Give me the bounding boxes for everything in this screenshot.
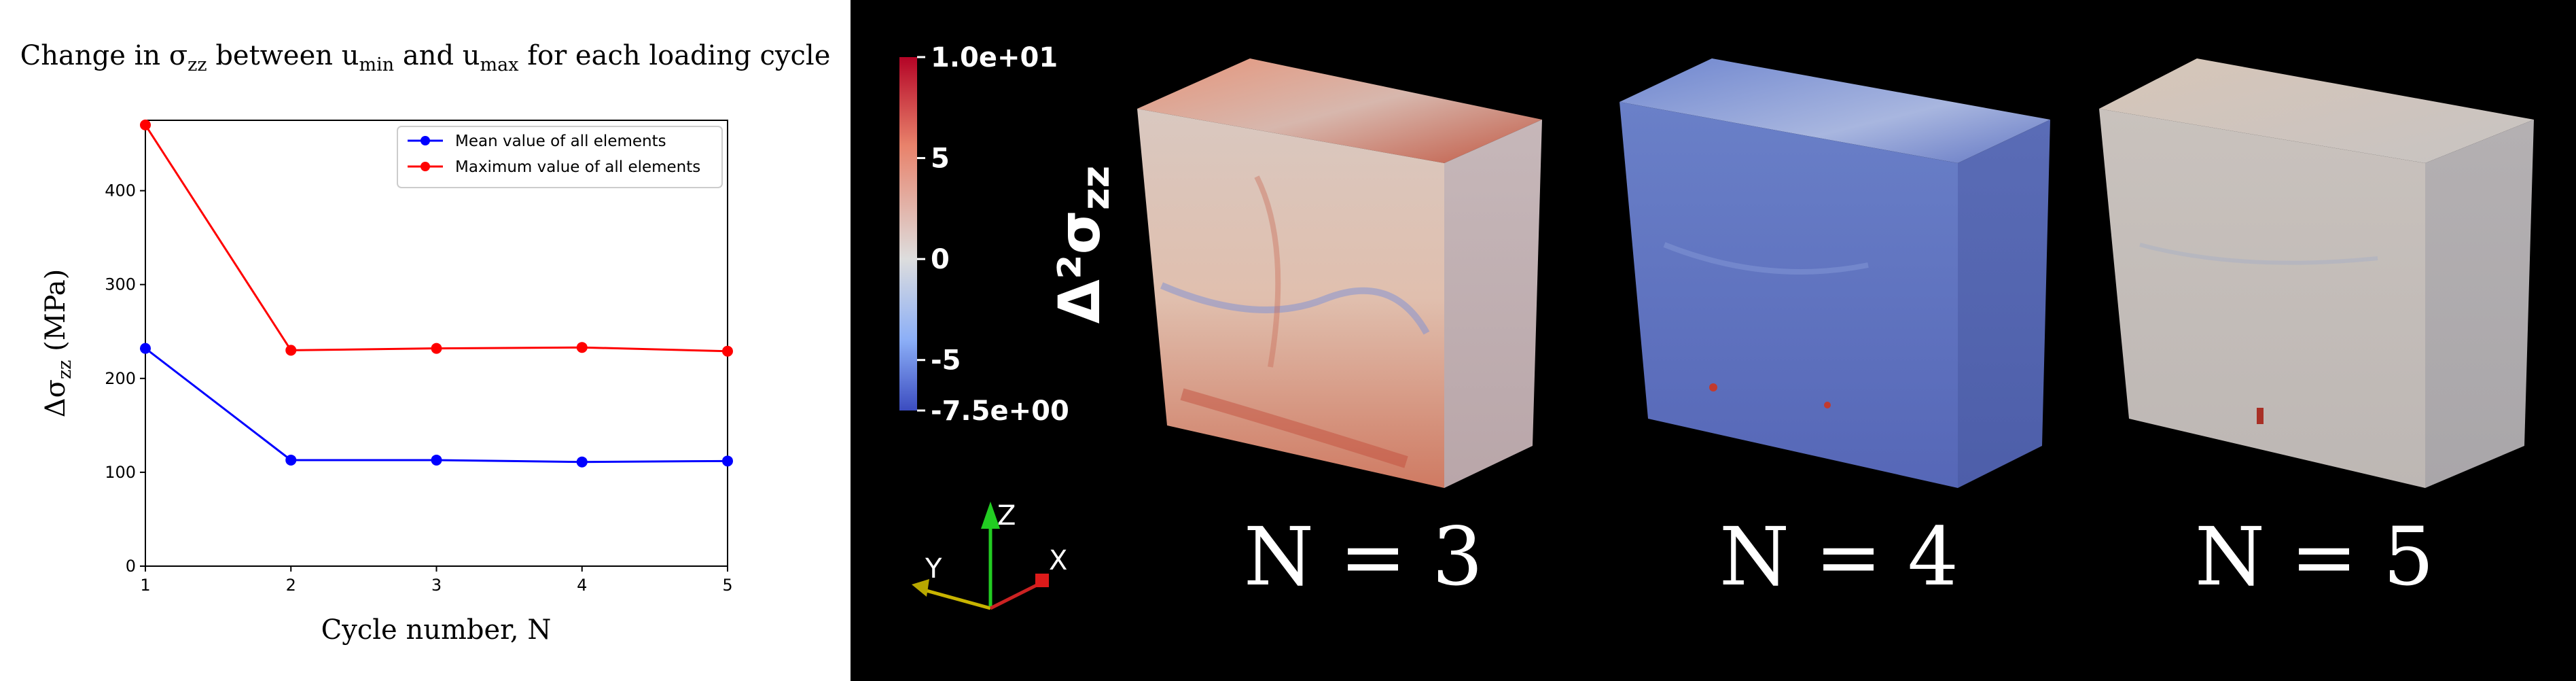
y-tick-label: 200 — [105, 369, 136, 388]
x-axis-arrow — [1035, 574, 1049, 587]
cube-n3-front — [1137, 109, 1444, 488]
x-tick-label: 4 — [577, 576, 587, 595]
cube-n4-top — [1620, 58, 2050, 163]
series-point — [722, 345, 733, 357]
z-axis-arrow — [981, 502, 1000, 529]
y-axis-orient-label: Y — [925, 553, 942, 584]
cube-n4 — [1620, 58, 2050, 488]
colorbar: 5 0 -5 1.0e+01 -7.5e+00 Δ²σzz — [899, 42, 1118, 421]
series-layer — [140, 119, 733, 468]
colorbar-min-label: -7.5e+00 — [931, 396, 1069, 421]
x-tick-label: 1 — [140, 576, 150, 595]
label-n3: N = 3 — [1243, 510, 1484, 604]
colorbar-title: Δ²σzz — [1046, 166, 1118, 324]
x-tick-label: 2 — [286, 576, 296, 595]
cube-n5-front — [2099, 109, 2425, 488]
cube-n5-side — [2425, 120, 2534, 488]
y-axis-arrow — [912, 579, 929, 597]
colorbar-gradient — [899, 57, 917, 411]
colorbar-max-label: 1.0e+01 — [931, 42, 1058, 73]
colorbar-tick-label: 0 — [931, 244, 950, 275]
colorbar-tick-label: 5 — [931, 143, 950, 175]
cube-n3-top — [1137, 58, 1542, 163]
colorbar-ticks: 5 0 -5 — [917, 56, 961, 412]
line-chart: Change in σzz between umin and umax for … — [20, 40, 831, 646]
legend-box — [397, 126, 723, 188]
legend: Mean value of all elements Maximum value… — [397, 126, 723, 188]
cube-n5-top — [2099, 58, 2534, 163]
chart-title: Change in σzz between umin and umax for … — [20, 40, 831, 75]
series-point — [431, 454, 442, 466]
x-axis: 1 2 3 4 5 — [140, 566, 733, 595]
y-tick-label: 400 — [105, 181, 136, 200]
x-axis-orient-label: X — [1049, 545, 1067, 576]
cube-renders — [1137, 58, 2534, 488]
legend-max-label: Maximum value of all elements — [455, 158, 700, 176]
legend-mean-label: Mean value of all elements — [455, 133, 666, 150]
cube-n3-side — [1444, 120, 1542, 488]
cube-n5 — [2099, 58, 2534, 488]
x-tick-label: 5 — [722, 576, 732, 595]
y-tick-label: 300 — [105, 275, 136, 294]
cube-n3 — [1137, 58, 1542, 488]
series-line-0 — [145, 347, 728, 464]
series-point — [285, 454, 297, 466]
series-point — [576, 342, 588, 353]
chart-panel: Change in σzz between umin and umax for … — [0, 0, 851, 681]
x-axis-label: Cycle number, N — [321, 614, 552, 646]
cube-n4-side — [1958, 120, 2050, 488]
colorbar-tick-label: -5 — [931, 345, 961, 377]
series-point — [285, 345, 297, 356]
legend-mean-marker — [421, 136, 430, 145]
series-point — [431, 343, 442, 354]
legend-max-marker — [421, 162, 430, 171]
cube-n4-front — [1620, 102, 1958, 488]
y-tick-label: 100 — [105, 463, 136, 482]
orientation-axes: Z Y X — [912, 500, 1067, 610]
x-tick-label: 3 — [431, 576, 442, 595]
z-axis-label: Z — [997, 500, 1016, 531]
series-point — [140, 119, 151, 130]
y-tick-label: 0 — [126, 557, 136, 576]
y-axis-label: Δσzz (MPa) — [40, 269, 75, 418]
label-n4: N = 4 — [1719, 510, 1959, 604]
series-point — [140, 343, 151, 354]
series-point — [576, 456, 588, 468]
series-point — [722, 455, 733, 467]
y-axis: 0 100 200 300 400 — [105, 181, 145, 576]
label-n5: N = 5 — [2194, 510, 2435, 604]
